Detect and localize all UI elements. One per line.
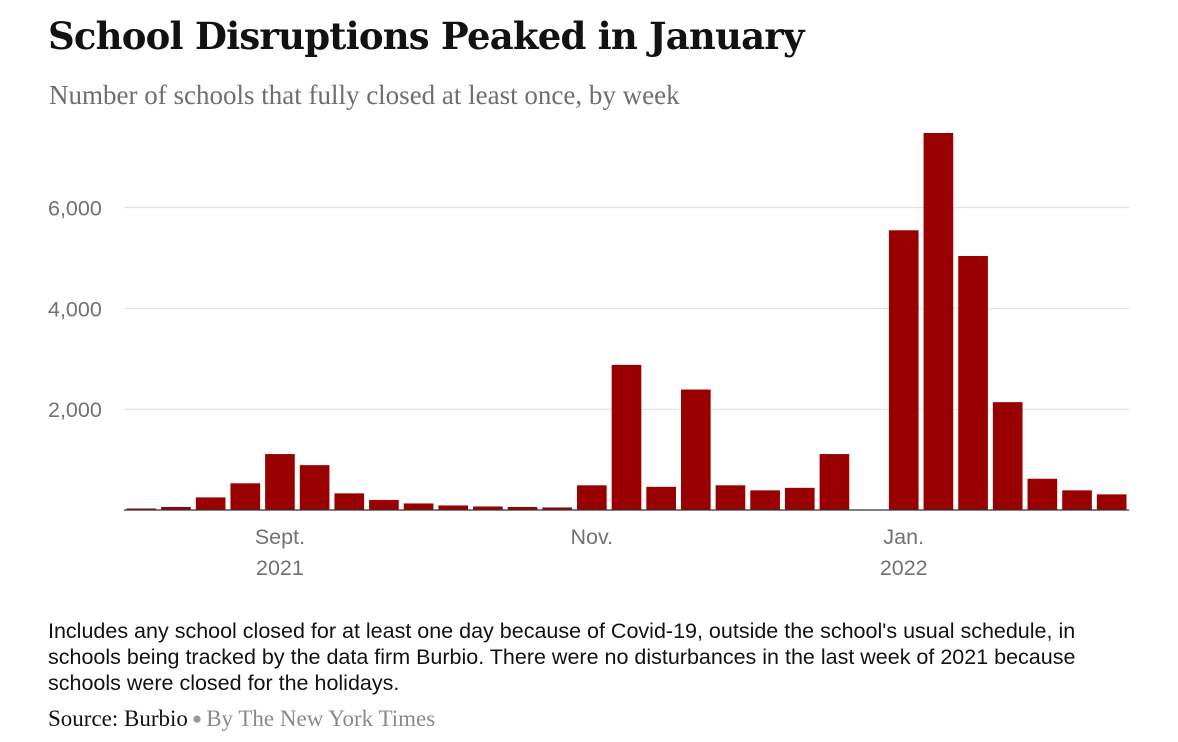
bar-chart: 2,000 4,000 6,000 Sept. 2021 Nov. Jan. 2022 — [48, 133, 1129, 580]
y-axis-tick-labels: 2,000 4,000 6,000 — [48, 197, 102, 423]
chart-note: Includes any school closed for at least … — [48, 619, 1076, 695]
bars — [126, 133, 1127, 510]
x-tick-label: Sept. — [255, 525, 305, 549]
bar — [784, 487, 815, 510]
y-tick-label: 6,000 — [48, 197, 102, 221]
bar — [923, 133, 954, 510]
bar — [1062, 490, 1092, 510]
bar — [230, 483, 261, 510]
source-label: Source: Burbio — [48, 706, 188, 731]
separator-dot: ● — [191, 709, 203, 728]
bar — [507, 506, 538, 510]
x-tick-year-label: 2022 — [880, 556, 928, 580]
bar — [438, 505, 469, 510]
y-tick-label: 2,000 — [48, 398, 102, 422]
bar — [992, 402, 1023, 510]
bar — [265, 454, 295, 510]
bar — [1027, 478, 1058, 510]
bar — [888, 230, 919, 510]
bar — [161, 506, 191, 510]
bar — [369, 499, 399, 510]
x-axis-tick-labels: Sept. 2021 Nov. Jan. 2022 — [255, 525, 928, 580]
bar — [577, 485, 607, 510]
x-tick-label: Jan. — [883, 525, 924, 549]
byline: By The New York Times — [206, 706, 436, 731]
bar — [195, 497, 226, 510]
bar — [715, 485, 746, 510]
bar — [542, 507, 573, 510]
bar — [126, 508, 157, 510]
bar — [680, 389, 711, 510]
bar — [334, 493, 365, 510]
bar — [1096, 494, 1127, 510]
bar — [646, 486, 676, 510]
chart-subtitle: Number of schools that fully closed at l… — [49, 80, 680, 110]
chart-title: School Disruptions Peaked in January — [48, 14, 804, 58]
bar — [403, 503, 434, 510]
bar — [750, 490, 780, 510]
bar — [611, 364, 642, 510]
y-tick-label: 4,000 — [48, 297, 102, 321]
source-line: Source: Burbio ● By The New York Times — [48, 706, 435, 732]
x-tick-year-label: 2021 — [256, 556, 304, 580]
x-tick-label: Nov. — [571, 525, 614, 549]
bar — [473, 506, 503, 510]
bar — [958, 255, 988, 510]
bar — [299, 465, 330, 510]
bar — [819, 454, 850, 510]
